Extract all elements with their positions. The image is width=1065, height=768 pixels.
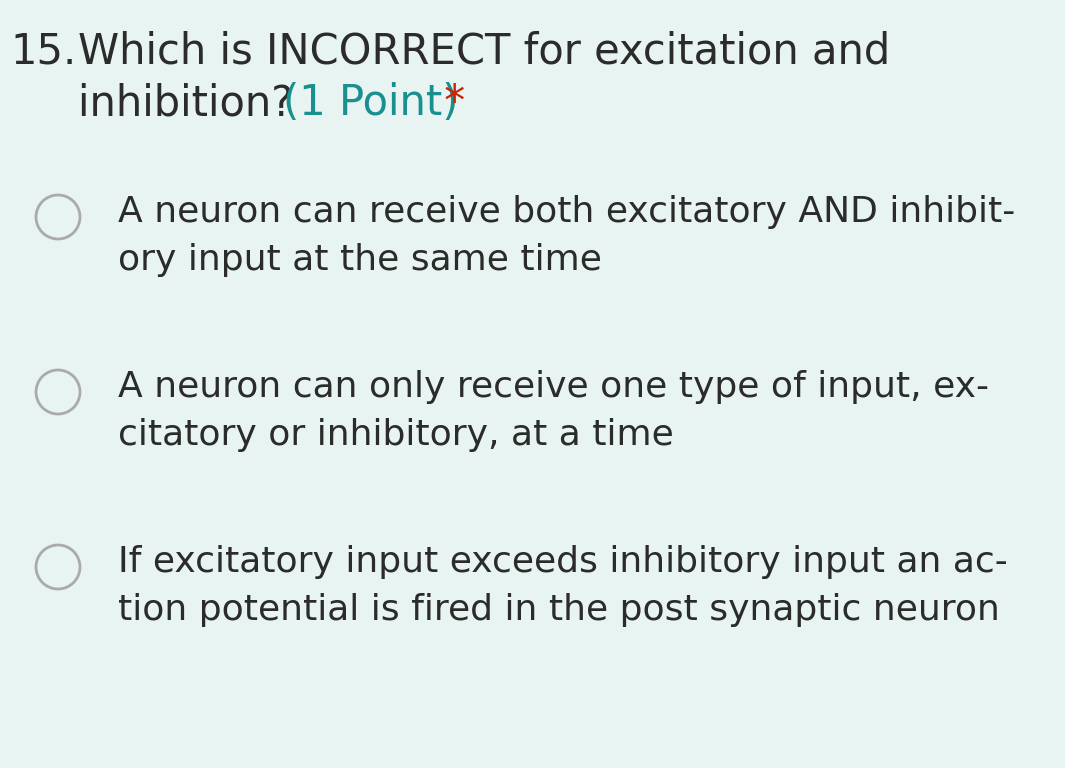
Text: 15.: 15. (10, 30, 77, 72)
Circle shape (36, 370, 80, 414)
Text: ory input at the same time: ory input at the same time (118, 243, 602, 277)
Text: A neuron can only receive one type of input, ex-: A neuron can only receive one type of in… (118, 370, 989, 404)
Text: *: * (431, 82, 465, 124)
Text: citatory or inhibitory, at a time: citatory or inhibitory, at a time (118, 418, 674, 452)
Text: inhibition?: inhibition? (78, 82, 307, 124)
Text: If excitatory input exceeds inhibitory input an ac-: If excitatory input exceeds inhibitory i… (118, 545, 1007, 579)
Text: Which is INCORRECT for excitation and: Which is INCORRECT for excitation and (78, 30, 890, 72)
Text: tion potential is fired in the post synaptic neuron: tion potential is fired in the post syna… (118, 593, 1000, 627)
Text: (1 Point): (1 Point) (283, 82, 459, 124)
Circle shape (36, 545, 80, 589)
Text: A neuron can receive both excitatory AND inhibit-: A neuron can receive both excitatory AND… (118, 195, 1015, 229)
Circle shape (36, 195, 80, 239)
